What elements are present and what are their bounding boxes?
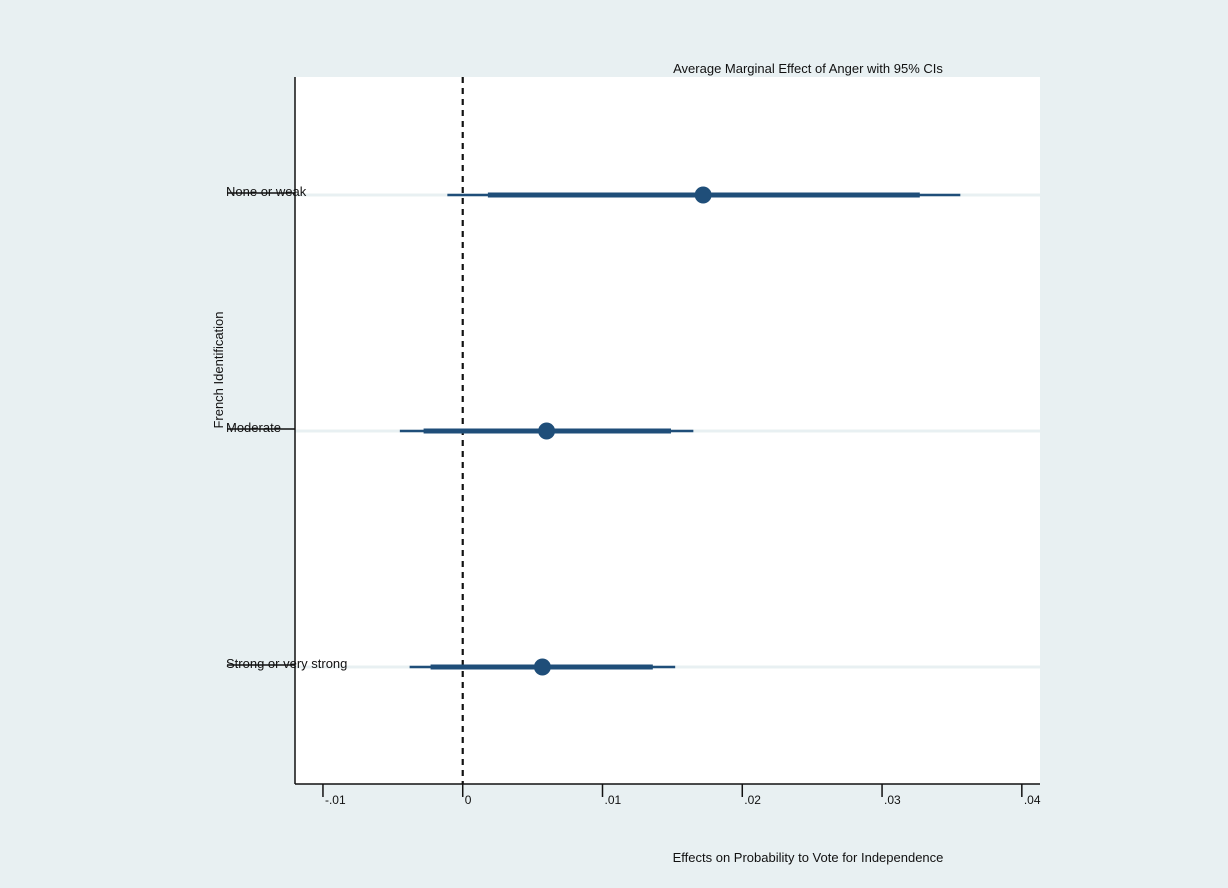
estimate-point (694, 186, 712, 204)
y-tick-label: Strong or very strong (226, 656, 347, 671)
category-labels: None or weak Moderate Strong or very stron… (226, 184, 347, 671)
y-tick-label: None or weak (226, 184, 307, 199)
y-tick-label: Moderate (226, 420, 281, 435)
x-tick-label: .03 (884, 793, 901, 807)
y-axis-label: French Identification (211, 311, 226, 428)
x-tick-label: -.01 (325, 793, 346, 807)
axes: -.01 0 .01 .02 .03 .04 (227, 77, 1041, 807)
estimate-point (533, 658, 551, 676)
chart-title: Average Marginal Effect of Anger with 95… (673, 61, 943, 76)
x-tick-label: .04 (1024, 793, 1041, 807)
x-tick-label: 0 (465, 793, 472, 807)
x-axis-label: Effects on Probability to Vote for Indep… (673, 850, 944, 865)
x-tick-label: .02 (744, 793, 761, 807)
estimate-marks (399, 186, 961, 676)
estimate-point (538, 422, 556, 440)
x-tick-label: .01 (605, 793, 622, 807)
